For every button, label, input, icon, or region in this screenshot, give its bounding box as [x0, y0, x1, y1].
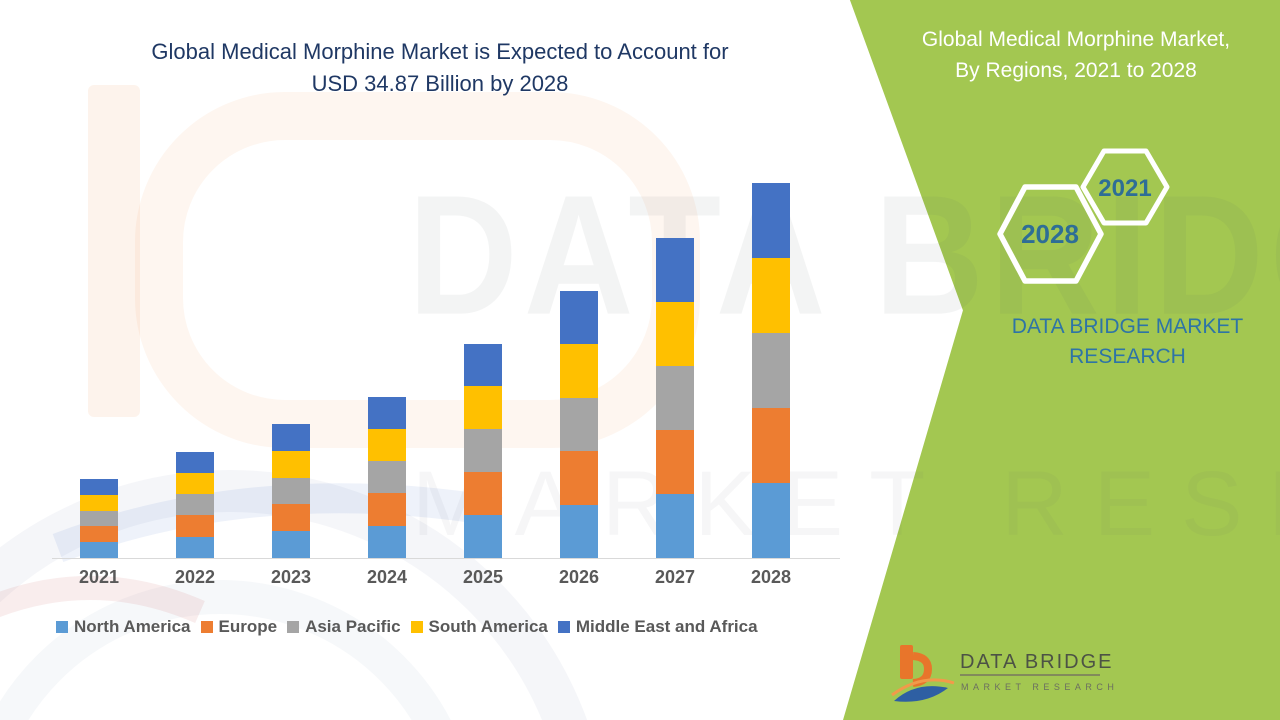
legend-swatch-north-america: [56, 621, 68, 633]
bar-segment-2027-europe: [656, 429, 694, 494]
legend-item-south-america: South America: [410, 617, 548, 637]
x-axis-label-2022: 2022: [174, 567, 216, 587]
bar-segment-2025-south-america: [464, 386, 502, 430]
bar-segment-2021-asia-pacific: [80, 510, 118, 527]
brand-text: DATA BRIDGE MARKET RESEARCH: [980, 312, 1275, 372]
logo-b-icon: [891, 645, 955, 697]
bar-segment-2028-north-america: [752, 483, 790, 558]
bar-segment-2022-north-america: [176, 536, 214, 558]
x-axis-label-2027: 2027: [654, 567, 696, 587]
bar-segment-2027-north-america: [656, 493, 694, 558]
legend-swatch-europe: [200, 621, 213, 633]
bar-segment-2021-north-america: [80, 542, 118, 558]
bar-segment-2021-south-america: [80, 494, 118, 511]
legend-label-middle-east-and-africa: Middle East and Africa: [575, 617, 758, 636]
bar-segment-2022-europe: [176, 515, 214, 537]
bar-segment-2026-europe: [560, 451, 598, 505]
bar-segment-2027-middle-east-and-africa: [656, 237, 694, 302]
side-panel-heading-line1: Global Medical Morphine Market,: [921, 28, 1231, 51]
bar-segment-2024-europe: [368, 493, 406, 526]
bar-segment-2024-north-america: [368, 525, 406, 558]
side-panel-heading-line2: By Regions, 2021 to 2028: [955, 59, 1197, 82]
legend-item-europe: Europe: [200, 617, 278, 637]
bar-segment-2023-asia-pacific: [272, 477, 310, 505]
company-logo: DATA BRIDGE MARKET RESEARCH: [890, 643, 1120, 716]
watermark-ring-small: [0, 580, 480, 720]
bar-segment-2026-north-america: [560, 504, 598, 558]
legend-item-asia-pacific: Asia Pacific: [287, 617, 401, 637]
x-axis-label-2025: 2025: [462, 567, 504, 587]
bar-segment-2026-south-america: [560, 344, 598, 398]
bar-2028: [752, 183, 790, 558]
brand-text-line2: RESEARCH: [1069, 345, 1186, 368]
chart-legend: North America Europe Asia Pacific South Ame…: [56, 617, 846, 637]
bar-segment-2022-asia-pacific: [176, 494, 214, 516]
bar-segment-2021-middle-east-and-africa: [80, 479, 118, 495]
hexagon-2021-icon: [1080, 148, 1170, 226]
bar-segment-2026-asia-pacific: [560, 397, 598, 451]
bar-segment-2022-south-america: [176, 472, 214, 495]
legend-label-europe: Europe: [218, 617, 278, 636]
bar-segment-2025-north-america: [464, 515, 502, 558]
legend-label-south-america: South America: [428, 617, 548, 636]
bar-segment-2028-south-america: [752, 258, 790, 334]
logo-swoosh-icon: [894, 686, 948, 702]
bar-segment-2022-middle-east-and-africa: [176, 451, 214, 473]
bar-2026: [560, 290, 598, 558]
logo-subtitle: MARKET RESEARCH: [961, 682, 1118, 692]
bar-segment-2026-middle-east-and-africa: [560, 290, 598, 344]
bar-segment-2025-europe: [464, 472, 502, 516]
bar-2021: [80, 479, 118, 558]
x-axis-label-2028: 2028: [750, 567, 792, 587]
chart-plot-area: 2021 2022 2023 2024 2025 2026 2027 2028: [52, 169, 840, 587]
x-axis-label-2023: 2023: [270, 567, 312, 587]
chart-title: Global Medical Morphine Market is Expect…: [60, 36, 820, 100]
bar-segment-2028-asia-pacific: [752, 333, 790, 409]
bar-2023: [272, 424, 310, 558]
bar-segment-2027-asia-pacific: [656, 365, 694, 430]
bar-2024: [368, 396, 406, 558]
bar-segment-2023-north-america: [272, 531, 310, 558]
bar-2025: [464, 343, 502, 558]
chart-title-line1: Global Medical Morphine Market is Expect…: [151, 39, 729, 64]
bar-segment-2024-middle-east-and-africa: [368, 396, 406, 429]
legend-label-asia-pacific: Asia Pacific: [305, 617, 401, 636]
bar-segment-2025-middle-east-and-africa: [464, 343, 502, 387]
logo-name: DATA BRIDGE: [960, 651, 1114, 673]
legend-swatch-middle-east-and-africa: [557, 621, 570, 633]
bar-segment-2023-south-america: [272, 450, 310, 478]
bar-2022: [176, 451, 214, 558]
bar-segment-2024-south-america: [368, 428, 406, 462]
year-hexagons: 2028 2021: [980, 140, 1200, 305]
chart-title-line2: USD 34.87 Billion by 2028: [311, 71, 569, 96]
legend-swatch-asia-pacific: [287, 621, 300, 633]
bar-segment-2023-middle-east-and-africa: [272, 424, 310, 451]
legend-item-middle-east-and-africa: Middle East and Africa: [557, 617, 758, 637]
legend-label-north-america: North America: [74, 617, 191, 636]
legend-swatch-south-america: [410, 621, 423, 633]
x-axis-label-2021: 2021: [78, 567, 120, 587]
x-axis-label-2026: 2026: [558, 567, 600, 587]
hexagon-2028-icon: [997, 184, 1104, 284]
bar-segment-2025-asia-pacific: [464, 429, 502, 473]
bar-segment-2021-europe: [80, 526, 118, 543]
legend-item-north-america: North America: [56, 617, 191, 637]
bar-segment-2028-europe: [752, 408, 790, 484]
hexagon-2028-label: 2028: [1021, 219, 1079, 249]
hexagon-2021-label: 2021: [1098, 175, 1151, 202]
side-panel-heading: Global Medical Morphine Market, By Regio…: [880, 24, 1272, 86]
bar-segment-2028-middle-east-and-africa: [752, 183, 790, 259]
bar-segment-2023-europe: [272, 504, 310, 532]
bar-2027: [656, 237, 694, 558]
bar-segment-2024-asia-pacific: [368, 461, 406, 494]
x-axis-label-2024: 2024: [366, 567, 408, 587]
bar-segment-2027-south-america: [656, 301, 694, 366]
brand-text-line1: DATA BRIDGE MARKET: [1011, 315, 1244, 338]
